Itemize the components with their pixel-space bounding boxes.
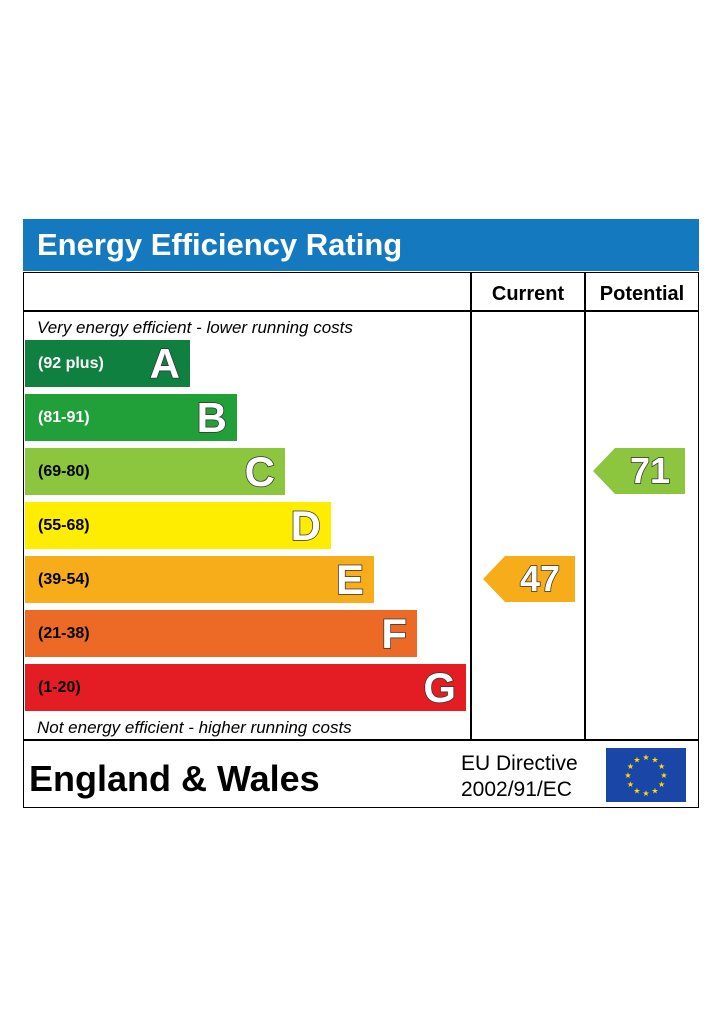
potential-column-header: Potential [599,283,685,305]
band-d: (55-68) D [25,501,331,550]
band-range-label: (55-68) [38,517,90,534]
band-c: (69-80) C [25,447,285,496]
country-label: England & Wales [29,758,320,799]
header-bar: Energy Efficiency Rating [23,219,699,271]
potential-rating-arrow: 71 [593,448,685,494]
current-rating-arrow: 47 [483,556,575,602]
band-letter-label: G [423,663,457,712]
band-letter-label: A [149,339,181,388]
potential-rating-value: 71 [629,449,671,492]
band-range-label: (39-54) [38,571,90,588]
header-row-divider [24,310,698,312]
band-letter-label: E [335,555,365,604]
eu-star-icon: ★ [658,762,665,771]
band-f: (21-38) F [25,609,417,658]
current-arrow-shape [483,556,575,602]
eu-directive: EU Directive 2002/91/EC [461,751,578,803]
eu-star-icon: ★ [627,780,634,789]
band-letter-label: B [196,393,228,442]
eu-directive-line1: EU Directive [461,752,578,775]
eu-star-icon: ★ [633,787,640,796]
band-e: (39-54) E [25,555,374,604]
eu-star-icon: ★ [651,787,658,796]
eu-star-icon: ★ [651,755,658,764]
band-range-label: (81-91) [38,409,90,426]
band-a: (92 plus) A [25,339,190,388]
band-g: (1-20) G [25,663,466,712]
band-range-label: (1-20) [38,679,81,696]
eu-directive-line2: 2002/91/EC [461,778,572,801]
chart-title: Energy Efficiency Rating [37,227,403,262]
current-column-header: Current [491,283,565,305]
band-b: (81-91) B [25,393,237,442]
footer-row-divider [24,739,698,741]
eu-star-icon: ★ [642,753,649,762]
top-note: Very energy efficient - lower running co… [37,318,353,337]
band-range-label: (92 plus) [38,355,104,372]
eu-star-icon: ★ [658,780,665,789]
eu-star-icon: ★ [633,755,640,764]
band-letter-label: D [290,501,322,550]
bottom-note: Not energy efficient - higher running co… [37,718,352,737]
rating-table: Current Potential Very energy efficient … [23,272,699,808]
current-rating-value: 47 [519,557,561,600]
band-letter-label: F [381,609,408,658]
column-divider-potential [584,273,586,740]
eu-star-icon: ★ [642,789,649,798]
eu-flag-icon: ★ ★ ★ ★ ★ ★ ★ ★ ★ ★ ★ ★ [606,748,686,802]
column-divider-current [470,273,472,740]
eu-star-icon: ★ [624,771,631,780]
band-range-label: (69-80) [38,463,90,480]
band-range-label: (21-38) [38,625,90,642]
eu-star-icon: ★ [660,771,667,780]
potential-arrow-shape [593,448,685,494]
eu-star-icon: ★ [627,762,634,771]
eu-stars: ★ ★★★★★★★★★★★ [624,753,667,798]
band-letter-label: C [244,447,276,496]
